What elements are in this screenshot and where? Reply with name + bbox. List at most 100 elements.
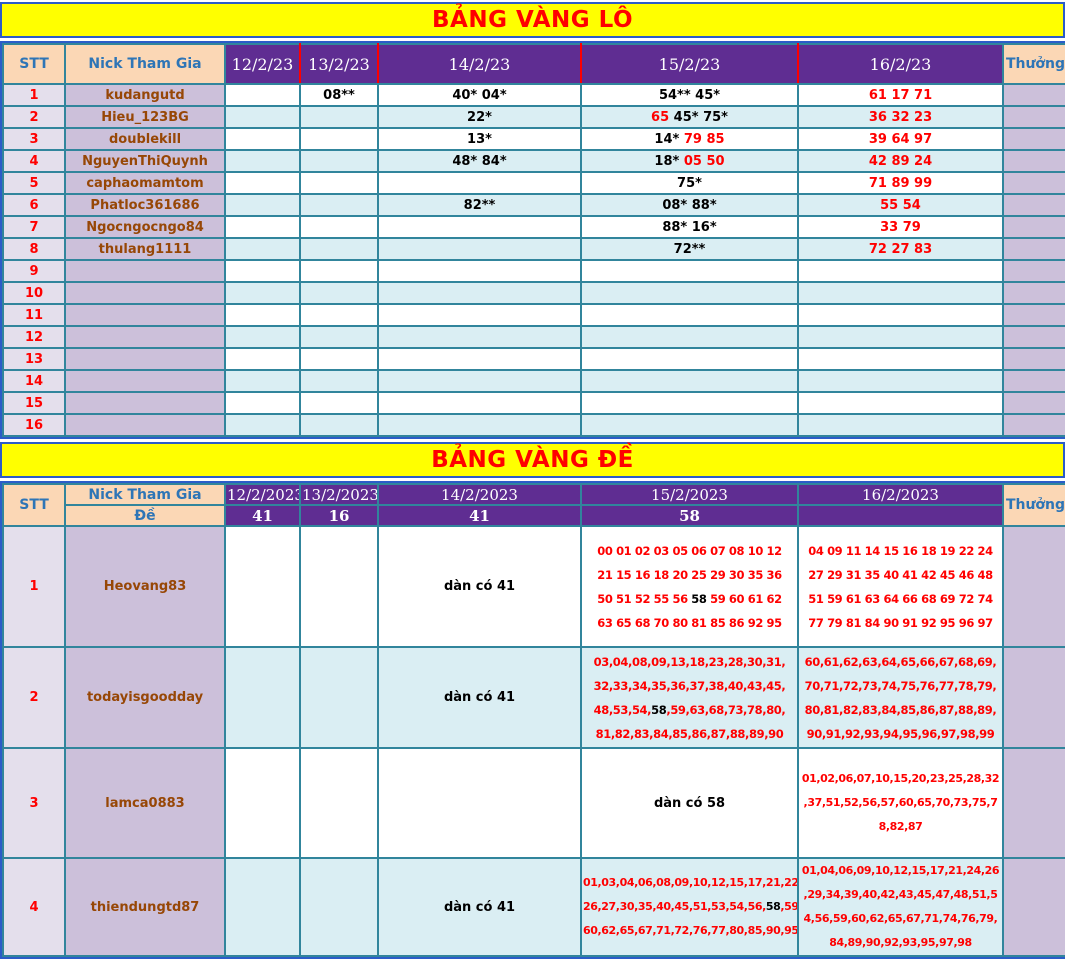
date-cell <box>224 413 301 437</box>
date-cell <box>224 127 301 151</box>
date-cell: 72 27 83 <box>797 237 1004 261</box>
date-cell <box>224 857 301 957</box>
column-header-date-15-2: 15/2/2023 <box>580 483 799 506</box>
stt-cell: 10 <box>2 281 66 305</box>
date-cell: 00 01 02 03 05 06 07 08 10 12 21 15 16 18… <box>580 525 799 648</box>
date-cell: 55 54 <box>797 193 1004 217</box>
date-cell: dàn có 58 <box>580 747 799 859</box>
column-header-date-16-2: 16/2/2023 <box>797 483 1004 506</box>
date-cell: 18* 05 50 <box>580 149 799 173</box>
table-row: 9 <box>2 259 1065 283</box>
date-cell <box>580 347 799 371</box>
stt-cell: 15 <box>2 391 66 415</box>
nick-cell <box>64 413 226 437</box>
nick-cell: NguyenThiQuynh <box>64 149 226 173</box>
reward-cell <box>1002 525 1065 648</box>
reward-cell <box>1002 105 1065 129</box>
date-cell: 65 45* 75* <box>580 105 799 129</box>
nick-cell: caphaomamtom <box>64 171 226 195</box>
date-cell <box>299 237 379 261</box>
stt-cell: 1 <box>2 525 66 648</box>
table-row: 16 <box>2 413 1065 437</box>
date-cell <box>299 127 379 151</box>
nick-cell: Hieu_123BG <box>64 105 226 129</box>
date-cell <box>224 259 301 283</box>
date-cell <box>797 259 1004 283</box>
nick-cell: doublekill <box>64 127 226 151</box>
date-cell <box>224 391 301 415</box>
nick-cell: Ngocngocngo84 <box>64 215 226 239</box>
de-value-14-2: 41 <box>377 504 582 527</box>
de-result-row: Đề 41 16 41 58 <box>3 504 1065 527</box>
stt-cell: 8 <box>2 237 66 261</box>
stt-cell: 9 <box>2 259 66 283</box>
reward-cell <box>1002 347 1065 371</box>
stt-cell: 12 <box>2 325 66 349</box>
date-cell <box>377 413 582 437</box>
column-header-nick: Nick Tham Gia <box>64 43 226 85</box>
date-cell <box>299 325 379 349</box>
date-cell: 01,03,04,06,08,09,10,12,15,17,21,22, 26,2… <box>580 857 799 957</box>
date-cell <box>580 325 799 349</box>
date-cell: 71 89 99 <box>797 171 1004 195</box>
date-cell: 75* <box>580 171 799 195</box>
stt-cell: 13 <box>2 347 66 371</box>
de-value-16-2 <box>797 504 1004 527</box>
date-cell: 88* 16* <box>580 215 799 239</box>
nick-cell: todayisgoodday <box>64 646 226 749</box>
table-row: 15 <box>2 391 1065 415</box>
page-title-de: BẢNG VÀNG ĐỀ <box>431 447 634 473</box>
table-row: 3 doublekill 13* 14* 79 85 39 64 97 <box>2 127 1065 151</box>
stt-cell: 6 <box>2 193 66 217</box>
nick-cell <box>64 369 226 393</box>
column-header-date-13-2: 13/2/23 <box>299 43 379 85</box>
table-row: 10 <box>2 281 1065 305</box>
stt-cell: 3 <box>2 127 66 151</box>
date-cell: 54** 45* <box>580 83 799 107</box>
column-header-date-14-2: 14/2/23 <box>377 43 582 85</box>
date-cell: 40* 04* <box>377 83 582 107</box>
column-header-thuong: Thưởng <box>1002 43 1065 85</box>
table-row: 1 kudangutd 08** 40* 04* 54** 45* 61 17 … <box>2 83 1065 107</box>
column-header-stt: STT <box>2 43 66 85</box>
bang-vang-lo-banner: BẢNG VÀNG LÔ <box>0 2 1065 38</box>
date-cell: 14* 79 85 <box>580 127 799 151</box>
reward-cell <box>1002 646 1065 749</box>
date-cell <box>377 281 582 305</box>
reward-cell <box>1002 325 1065 349</box>
reward-cell <box>1002 237 1065 261</box>
stt-cell: 1 <box>2 83 66 107</box>
date-cell: 01,04,06,09,10,12,15,17,21,24,26,29,34,3… <box>797 857 1004 957</box>
date-cell <box>377 303 582 327</box>
table-row: 1 Heovang83 dàn có 41 00 01 02 03 05 06 … <box>2 525 1065 648</box>
stt-cell: 4 <box>2 857 66 957</box>
nick-cell: Heovang83 <box>64 525 226 648</box>
reward-cell <box>1002 747 1065 859</box>
date-cell: 39 64 97 <box>797 127 1004 151</box>
reward-cell <box>1002 149 1065 173</box>
stt-cell: 11 <box>2 303 66 327</box>
reward-cell <box>1002 171 1065 195</box>
date-cell: 22* <box>377 105 582 129</box>
header-row: STT Nick Tham Gia 12/2/2023 13/2/2023 14… <box>2 483 1065 527</box>
stt-cell: 2 <box>2 105 66 129</box>
de-table-frame: STT Nick Tham Gia 12/2/2023 13/2/2023 14… <box>0 481 1065 959</box>
column-header-date-13-2: 13/2/2023 <box>299 483 379 506</box>
date-cell: dàn có 41 <box>377 857 582 957</box>
date-cell <box>797 369 1004 393</box>
date-cell <box>797 281 1004 305</box>
reward-cell <box>1002 193 1065 217</box>
table-row: 7 Ngocngocngo84 88* 16* 33 79 <box>2 215 1065 239</box>
date-cell: 48* 84* <box>377 149 582 173</box>
date-cell <box>580 259 799 283</box>
reward-cell <box>1002 369 1065 393</box>
column-header-thuong: Thưởng <box>1002 483 1065 527</box>
nick-cell <box>64 281 226 305</box>
date-cell: 04 09 11 14 15 16 18 19 22 24 27 29 31 35… <box>797 525 1004 648</box>
date-cell: 01,02,06,07,10,15,20,23,25,28,32,37,51,5… <box>797 747 1004 859</box>
table-row: 2 todayisgoodday dàn có 41 03,04,08,09,1… <box>2 646 1065 749</box>
date-cell <box>299 413 379 437</box>
date-cell <box>299 149 379 173</box>
table-row: 4 NguyenThiQuynh 48* 84* 18* 05 50 42 89… <box>2 149 1065 173</box>
bang-vang-de-table: STT Nick Tham Gia 12/2/2023 13/2/2023 14… <box>2 483 1065 957</box>
